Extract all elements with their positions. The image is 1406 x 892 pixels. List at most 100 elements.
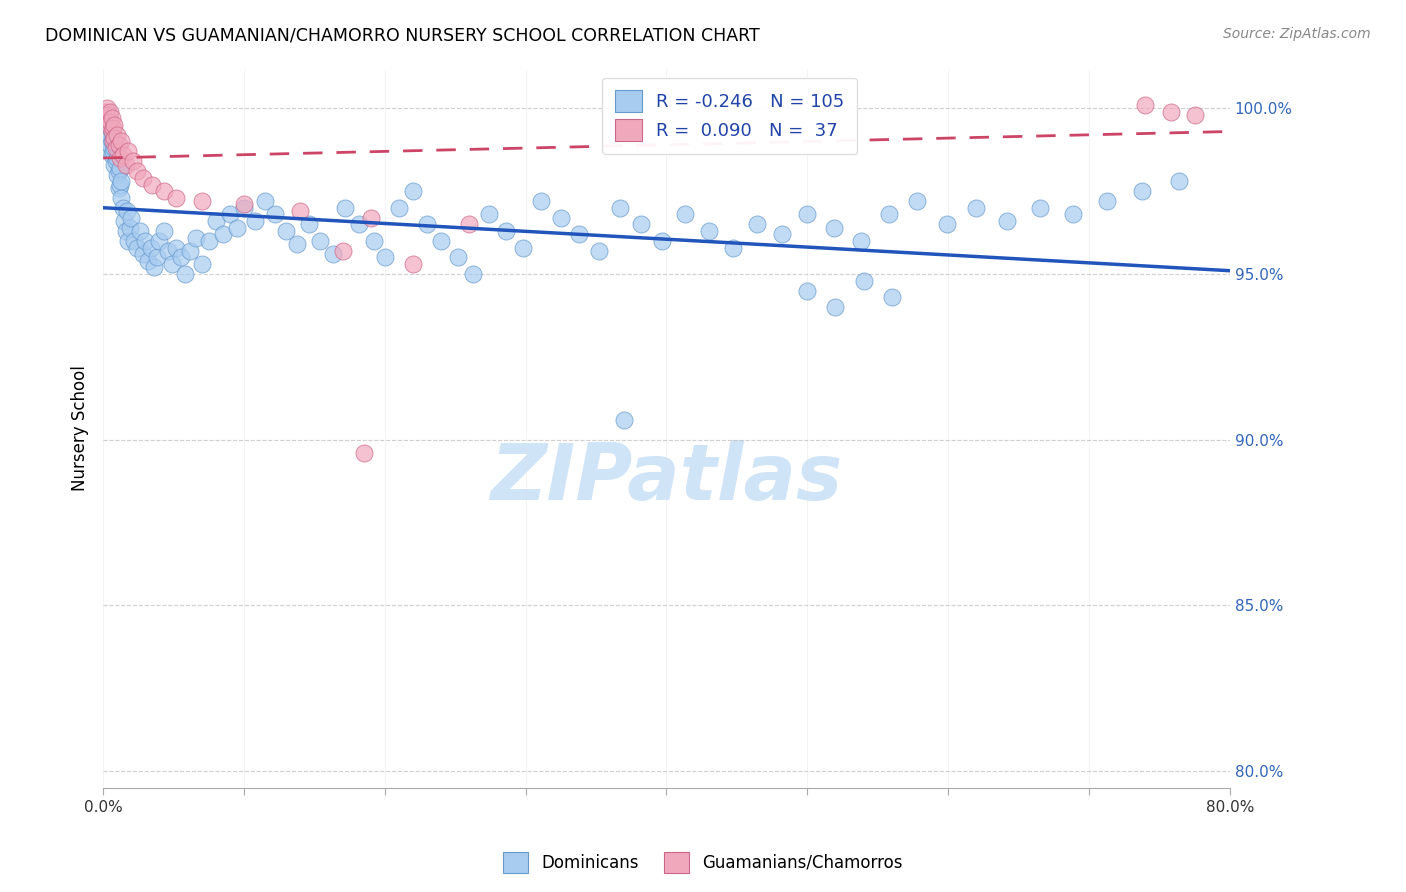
Point <box>233 201 256 215</box>
Point <box>363 234 385 248</box>
Point <box>568 227 591 242</box>
Point <box>108 151 131 165</box>
Point <box>107 181 129 195</box>
Point <box>121 154 143 169</box>
Text: Source: ZipAtlas.com: Source: ZipAtlas.com <box>1223 27 1371 41</box>
Point <box>134 234 156 248</box>
Point <box>880 290 903 304</box>
Point <box>128 224 150 238</box>
Point <box>100 147 122 161</box>
Point <box>108 178 131 192</box>
Legend: Dominicans, Guamanians/Chamorros: Dominicans, Guamanians/Chamorros <box>496 846 910 880</box>
Point <box>877 207 900 221</box>
Point <box>100 135 122 149</box>
Y-axis label: Nursery School: Nursery School <box>72 365 89 491</box>
Point <box>165 191 187 205</box>
Point <box>120 211 142 225</box>
Point <box>103 141 125 155</box>
Point <box>322 247 344 261</box>
Point <box>101 135 124 149</box>
Point <box>630 217 652 231</box>
Point <box>276 224 298 238</box>
Point <box>101 145 124 159</box>
Point <box>849 234 872 248</box>
Point <box>673 207 696 221</box>
Point <box>495 224 517 238</box>
Point <box>550 211 572 225</box>
Point <box>995 214 1018 228</box>
Point <box>96 124 118 138</box>
Point <box>402 184 425 198</box>
Point <box>101 128 124 142</box>
Point <box>98 114 121 128</box>
Point <box>530 194 553 208</box>
Point <box>1028 201 1050 215</box>
Point <box>770 227 793 242</box>
Point <box>156 244 179 258</box>
Point <box>796 284 818 298</box>
Point <box>97 118 120 132</box>
Point <box>935 217 957 231</box>
Text: ZIPatlas: ZIPatlas <box>491 441 842 516</box>
Point <box>190 194 212 208</box>
Point <box>125 240 148 254</box>
Point <box>1160 104 1182 119</box>
Point <box>721 240 744 254</box>
Point <box>98 121 121 136</box>
Point <box>148 234 170 248</box>
Point <box>104 137 127 152</box>
Point <box>100 124 122 138</box>
Point <box>905 194 928 208</box>
Point <box>103 131 125 145</box>
Point <box>374 251 396 265</box>
Point <box>165 240 187 254</box>
Point <box>160 257 183 271</box>
Point <box>117 234 139 248</box>
Point <box>96 101 118 115</box>
Point <box>117 145 139 159</box>
Point <box>430 234 453 248</box>
Point <box>104 141 127 155</box>
Point <box>169 251 191 265</box>
Point <box>796 207 818 221</box>
Point <box>173 267 195 281</box>
Point <box>125 164 148 178</box>
Text: DOMINICAN VS GUAMANIAN/CHAMORRO NURSERY SCHOOL CORRELATION CHART: DOMINICAN VS GUAMANIAN/CHAMORRO NURSERY … <box>45 27 759 45</box>
Point <box>107 137 129 152</box>
Point <box>1168 174 1191 188</box>
Point <box>1184 108 1206 122</box>
Point <box>290 204 312 219</box>
Point <box>226 220 249 235</box>
Legend: R = -0.246   N = 105, R =  0.090   N =  37: R = -0.246 N = 105, R = 0.090 N = 37 <box>602 78 858 154</box>
Point <box>115 204 138 219</box>
Point <box>298 217 321 231</box>
Point <box>104 154 127 169</box>
Point <box>111 201 134 215</box>
Point <box>145 251 167 265</box>
Point <box>447 251 470 265</box>
Point <box>402 257 425 271</box>
Point <box>190 257 212 271</box>
Point <box>197 234 219 248</box>
Point <box>309 234 332 248</box>
Point <box>416 217 439 231</box>
Point <box>131 247 153 261</box>
Point <box>96 112 118 126</box>
Point <box>114 158 136 172</box>
Point <box>1095 194 1118 208</box>
Point <box>697 224 720 238</box>
Point <box>463 267 485 281</box>
Point <box>110 135 132 149</box>
Point <box>94 118 117 132</box>
Point <box>111 147 134 161</box>
Point <box>1135 98 1157 112</box>
Point <box>103 158 125 172</box>
Point <box>105 151 128 165</box>
Point <box>353 446 375 460</box>
Point <box>349 217 371 231</box>
Point <box>98 104 121 119</box>
Point <box>264 207 287 221</box>
Point <box>107 164 129 178</box>
Point <box>142 260 165 275</box>
Point <box>139 240 162 254</box>
